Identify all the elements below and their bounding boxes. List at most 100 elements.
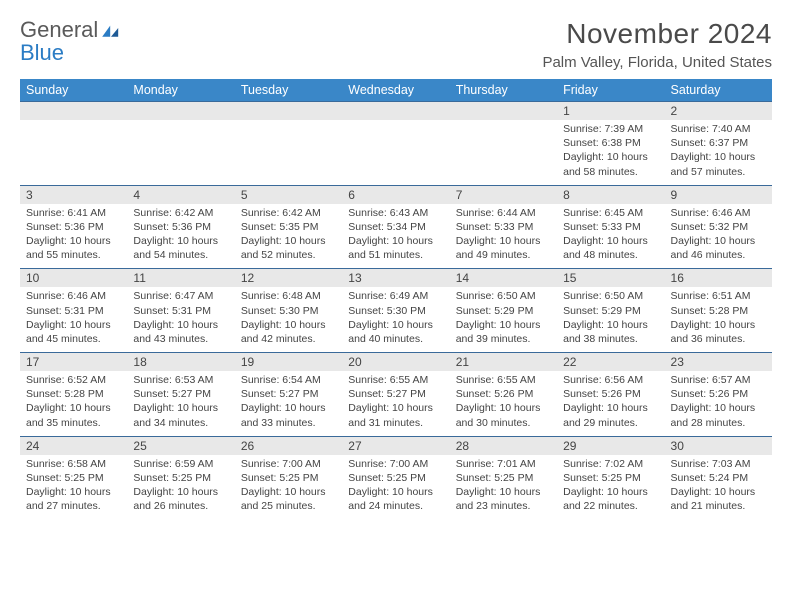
day-number: 3 [20,186,127,204]
day-cell: 2Sunrise: 7:40 AMSunset: 6:37 PMDaylight… [665,102,772,186]
day-cell: 18Sunrise: 6:53 AMSunset: 5:27 PMDayligh… [127,353,234,437]
day-header: Sunday [20,79,127,102]
sunrise-text: Sunrise: 6:57 AM [671,373,766,387]
day-cell: 11Sunrise: 6:47 AMSunset: 5:31 PMDayligh… [127,269,234,353]
day-number: 1 [557,102,664,120]
day-number: 14 [450,269,557,287]
day-details: Sunrise: 7:40 AMSunset: 6:37 PMDaylight:… [665,120,772,185]
day-header: Friday [557,79,664,102]
day-details: Sunrise: 6:50 AMSunset: 5:29 PMDaylight:… [450,287,557,352]
daylight-text: Daylight: 10 hours and 27 minutes. [26,485,121,513]
day-number: 10 [20,269,127,287]
day-number: 21 [450,353,557,371]
sunset-text: Sunset: 5:29 PM [563,304,658,318]
daylight-text: Daylight: 10 hours and 23 minutes. [456,485,551,513]
day-cell: 13Sunrise: 6:49 AMSunset: 5:30 PMDayligh… [342,269,449,353]
sunrise-text: Sunrise: 6:53 AM [133,373,228,387]
daylight-text: Daylight: 10 hours and 49 minutes. [456,234,551,262]
daylight-text: Daylight: 10 hours and 34 minutes. [133,401,228,429]
daylight-text: Daylight: 10 hours and 35 minutes. [26,401,121,429]
logo-word-2: Blue [20,41,122,64]
sunset-text: Sunset: 5:27 PM [348,387,443,401]
day-cell [450,102,557,186]
day-cell: 7Sunrise: 6:44 AMSunset: 5:33 PMDaylight… [450,185,557,269]
week-row: 24Sunrise: 6:58 AMSunset: 5:25 PMDayligh… [20,436,772,519]
day-cell: 16Sunrise: 6:51 AMSunset: 5:28 PMDayligh… [665,269,772,353]
day-number [127,102,234,120]
day-cell: 1Sunrise: 7:39 AMSunset: 6:38 PMDaylight… [557,102,664,186]
day-details: Sunrise: 6:57 AMSunset: 5:26 PMDaylight:… [665,371,772,436]
daylight-text: Daylight: 10 hours and 22 minutes. [563,485,658,513]
day-cell: 21Sunrise: 6:55 AMSunset: 5:26 PMDayligh… [450,353,557,437]
sunrise-text: Sunrise: 6:42 AM [241,206,336,220]
day-number: 19 [235,353,342,371]
day-cell: 9 Sunrise: 6:46 AMSunset: 5:32 PMDaylight… [665,185,772,269]
day-details: Sunrise: 6:46 AMSunset: 5:31 PMDaylight:… [20,287,127,352]
sunset-text: Sunset: 5:25 PM [348,471,443,485]
day-cell: 27Sunrise: 7:00 AMSunset: 5:25 PMDayligh… [342,436,449,519]
daylight-text: Daylight: 10 hours and 28 minutes. [671,401,766,429]
day-number: 29 [557,437,664,455]
day-details: Sunrise: 6:53 AMSunset: 5:27 PMDaylight:… [127,371,234,436]
location: Palm Valley, Florida, United States [542,54,772,71]
day-number: 2 [665,102,772,120]
day-number: 23 [665,353,772,371]
sunset-text: Sunset: 6:37 PM [671,136,766,150]
day-number: 27 [342,437,449,455]
day-cell: 23Sunrise: 6:57 AMSunset: 5:26 PMDayligh… [665,353,772,437]
calendar-body: 1Sunrise: 7:39 AMSunset: 6:38 PMDaylight… [20,102,772,520]
week-row: 1Sunrise: 7:39 AMSunset: 6:38 PMDaylight… [20,102,772,186]
day-cell: 4Sunrise: 6:42 AMSunset: 5:36 PMDaylight… [127,185,234,269]
sunrise-text: Sunrise: 6:47 AM [133,289,228,303]
daylight-text: Daylight: 10 hours and 40 minutes. [348,318,443,346]
day-number: 13 [342,269,449,287]
day-details: Sunrise: 6:55 AMSunset: 5:26 PMDaylight:… [450,371,557,436]
daylight-text: Daylight: 10 hours and 55 minutes. [26,234,121,262]
daylight-text: Daylight: 10 hours and 33 minutes. [241,401,336,429]
sunset-text: Sunset: 5:28 PM [26,387,121,401]
sunset-text: Sunset: 5:24 PM [671,471,766,485]
daylight-text: Daylight: 10 hours and 57 minutes. [671,150,766,178]
day-cell: 6Sunrise: 6:43 AMSunset: 5:34 PMDaylight… [342,185,449,269]
sunset-text: Sunset: 5:33 PM [456,220,551,234]
day-number: 5 [235,186,342,204]
calendar-table: Sunday Monday Tuesday Wednesday Thursday… [20,79,772,519]
day-header: Saturday [665,79,772,102]
daylight-text: Daylight: 10 hours and 43 minutes. [133,318,228,346]
sunset-text: Sunset: 6:38 PM [563,136,658,150]
header: GeneralBlue November 2024 Palm Valley, F… [20,18,772,71]
day-number: 6 [342,186,449,204]
sunrise-text: Sunrise: 7:40 AM [671,122,766,136]
day-number: 24 [20,437,127,455]
day-details: Sunrise: 6:50 AMSunset: 5:29 PMDaylight:… [557,287,664,352]
sunrise-text: Sunrise: 6:55 AM [456,373,551,387]
sunrise-text: Sunrise: 7:01 AM [456,457,551,471]
sunrise-text: Sunrise: 6:46 AM [671,206,766,220]
day-header: Tuesday [235,79,342,102]
daylight-text: Daylight: 10 hours and 46 minutes. [671,234,766,262]
daylight-text: Daylight: 10 hours and 36 minutes. [671,318,766,346]
day-details: Sunrise: 6:51 AMSunset: 5:28 PMDaylight:… [665,287,772,352]
day-details: Sunrise: 6:55 AMSunset: 5:27 PMDaylight:… [342,371,449,436]
day-details: Sunrise: 7:02 AMSunset: 5:25 PMDaylight:… [557,455,664,520]
month-title: November 2024 [542,18,772,50]
sunset-text: Sunset: 5:26 PM [671,387,766,401]
day-cell: 24Sunrise: 6:58 AMSunset: 5:25 PMDayligh… [20,436,127,519]
day-number: 30 [665,437,772,455]
day-number [342,102,449,120]
day-number: 25 [127,437,234,455]
day-number: 18 [127,353,234,371]
sunset-text: Sunset: 5:25 PM [26,471,121,485]
day-number: 17 [20,353,127,371]
day-cell: 26Sunrise: 7:00 AMSunset: 5:25 PMDayligh… [235,436,342,519]
sunrise-text: Sunrise: 6:52 AM [26,373,121,387]
day-details [235,120,342,178]
day-number: 9 [665,186,772,204]
daylight-text: Daylight: 10 hours and 29 minutes. [563,401,658,429]
day-number: 4 [127,186,234,204]
sunset-text: Sunset: 5:32 PM [671,220,766,234]
sunrise-text: Sunrise: 7:00 AM [241,457,336,471]
sunset-text: Sunset: 5:31 PM [133,304,228,318]
sunrise-text: Sunrise: 6:55 AM [348,373,443,387]
day-cell: 17 Sunrise: 6:52 AMSunset: 5:28 PMDayligh… [20,353,127,437]
